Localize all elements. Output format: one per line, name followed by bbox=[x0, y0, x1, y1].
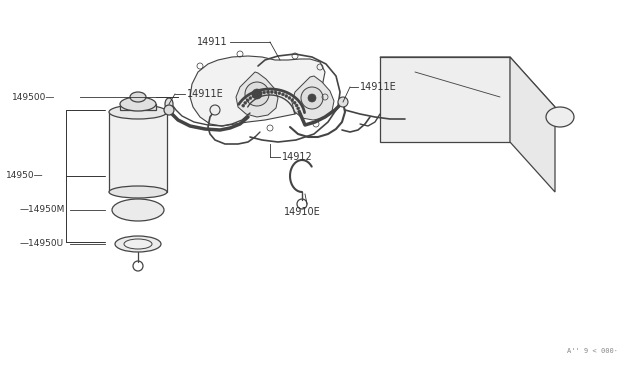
Circle shape bbox=[255, 93, 259, 96]
Text: 14910E: 14910E bbox=[284, 207, 321, 217]
Polygon shape bbox=[109, 112, 167, 192]
Polygon shape bbox=[510, 57, 555, 192]
Ellipse shape bbox=[112, 199, 164, 221]
Ellipse shape bbox=[115, 236, 161, 252]
Circle shape bbox=[274, 91, 277, 94]
Circle shape bbox=[244, 102, 247, 105]
Circle shape bbox=[242, 104, 244, 107]
Text: 14912: 14912 bbox=[282, 152, 313, 162]
Ellipse shape bbox=[109, 105, 167, 119]
Text: A'' 9 < 000·: A'' 9 < 000· bbox=[567, 348, 618, 354]
Circle shape bbox=[252, 94, 255, 97]
Text: 149500—: 149500— bbox=[12, 93, 56, 102]
Circle shape bbox=[298, 110, 301, 113]
Polygon shape bbox=[380, 57, 510, 142]
Ellipse shape bbox=[124, 239, 152, 249]
Text: —14950U: —14950U bbox=[20, 240, 64, 248]
Circle shape bbox=[293, 101, 296, 104]
Ellipse shape bbox=[120, 97, 156, 111]
Circle shape bbox=[285, 94, 288, 97]
Circle shape bbox=[249, 97, 252, 100]
Ellipse shape bbox=[165, 98, 173, 110]
Circle shape bbox=[259, 92, 262, 95]
Circle shape bbox=[297, 107, 300, 110]
Polygon shape bbox=[236, 72, 278, 117]
Ellipse shape bbox=[546, 107, 574, 127]
Ellipse shape bbox=[109, 186, 167, 198]
Circle shape bbox=[278, 92, 281, 95]
Circle shape bbox=[262, 91, 266, 94]
Circle shape bbox=[252, 89, 262, 99]
Circle shape bbox=[288, 96, 291, 99]
Ellipse shape bbox=[130, 92, 146, 102]
Circle shape bbox=[308, 94, 316, 102]
Circle shape bbox=[282, 93, 284, 96]
Circle shape bbox=[338, 97, 348, 107]
Polygon shape bbox=[190, 56, 325, 126]
Circle shape bbox=[245, 82, 269, 106]
Text: 14911E: 14911E bbox=[360, 82, 397, 92]
Circle shape bbox=[291, 99, 294, 102]
Polygon shape bbox=[380, 57, 555, 107]
Polygon shape bbox=[292, 76, 334, 120]
Text: 14950—: 14950— bbox=[6, 171, 44, 180]
Circle shape bbox=[270, 90, 273, 93]
Circle shape bbox=[295, 104, 298, 107]
Circle shape bbox=[246, 99, 249, 102]
Text: 14911E: 14911E bbox=[187, 89, 224, 99]
Circle shape bbox=[266, 90, 269, 94]
Circle shape bbox=[301, 87, 323, 109]
Polygon shape bbox=[120, 104, 156, 110]
Circle shape bbox=[164, 105, 174, 115]
Text: 14911: 14911 bbox=[197, 37, 228, 47]
Circle shape bbox=[210, 105, 220, 115]
Text: —14950M: —14950M bbox=[20, 205, 65, 215]
